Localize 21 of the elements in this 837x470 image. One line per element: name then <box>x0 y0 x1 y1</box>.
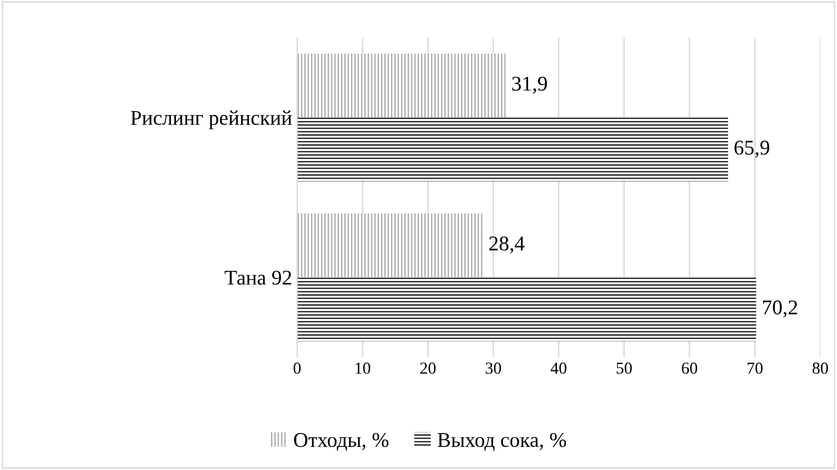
data-label: 31,9 <box>512 76 547 94</box>
x-tick-label: 60 <box>682 362 698 374</box>
x-tick-label: 10 <box>356 362 370 374</box>
x-tick-label: 30 <box>486 362 502 374</box>
x-tick-label: 0 <box>294 362 301 374</box>
x-tick-label: 80 <box>812 362 828 374</box>
legend-label: Выход сока, % <box>438 432 566 451</box>
y-tick-label: Рислинг рейнский <box>130 110 292 130</box>
bar <box>297 277 756 342</box>
legend-label: Отходы, % <box>294 432 388 451</box>
data-label: 70,2 <box>763 300 798 318</box>
bar <box>297 213 483 278</box>
x-tick-label: 40 <box>550 362 566 374</box>
bar <box>297 54 506 118</box>
bar <box>297 118 728 182</box>
data-label: 28,4 <box>489 236 525 254</box>
x-tick-label: 20 <box>420 362 436 374</box>
x-tick-label: 70 <box>748 362 763 374</box>
data-label: 65,9 <box>734 140 770 158</box>
y-tick-label: Тана 92 <box>224 270 292 285</box>
x-tick-label: 50 <box>616 362 632 374</box>
